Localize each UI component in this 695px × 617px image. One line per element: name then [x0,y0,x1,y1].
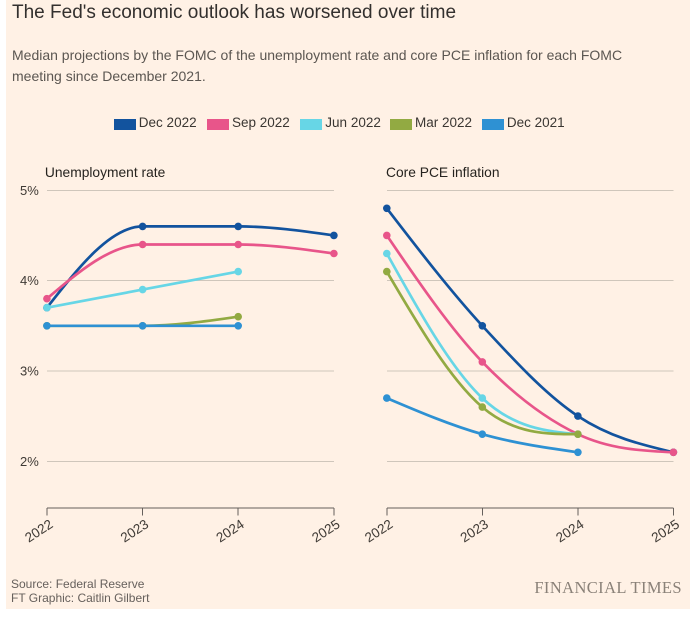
svg-text:2025: 2025 [309,516,342,545]
svg-text:2%: 2% [20,454,39,469]
svg-text:2024: 2024 [213,516,247,545]
svg-text:2022: 2022 [22,516,55,545]
svg-text:4%: 4% [20,273,39,288]
svg-text:2024: 2024 [553,516,587,545]
svg-text:5%: 5% [20,183,39,198]
svg-text:2022: 2022 [362,516,395,545]
svg-text:2023: 2023 [118,516,151,545]
svg-text:2025: 2025 [649,516,682,545]
svg-text:3%: 3% [20,364,39,379]
svg-text:2023: 2023 [458,516,491,545]
